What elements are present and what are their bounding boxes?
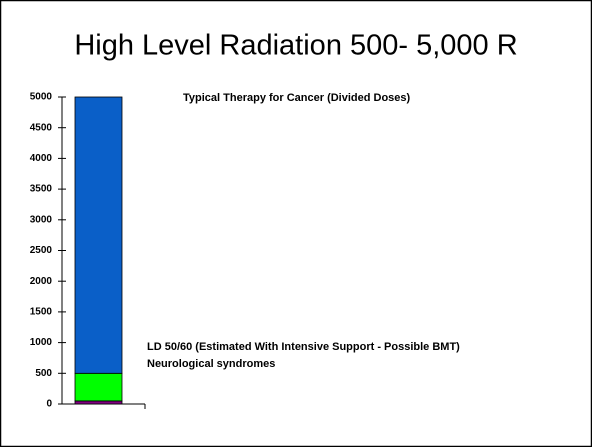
y-tick-label: 4000 (30, 153, 53, 164)
y-tick-label: 2500 (30, 245, 53, 256)
y-tick-label: 5000 (30, 92, 53, 103)
y-tick-label: 500 (35, 368, 52, 379)
bar-segment (74, 96, 123, 374)
annotation: Neurological syndromes (147, 358, 275, 370)
bar-segment (74, 400, 123, 405)
y-tick-label: 0 (46, 399, 52, 410)
chart-title: High Level Radiation 500- 5,000 R (74, 30, 517, 62)
y-tick-label: 2000 (30, 276, 53, 287)
annotation: Typical Therapy for Cancer (Divided Dose… (183, 92, 411, 104)
y-tick-label: 1500 (30, 307, 53, 318)
bar-segment (74, 372, 123, 402)
annotation: LD 50/60 (Estimated With Intensive Suppo… (147, 341, 460, 353)
y-tick-label: 3000 (30, 214, 53, 225)
y-tick-label: 4500 (30, 122, 53, 133)
y-tick-label: 3500 (30, 184, 53, 195)
y-tick-label: 1000 (30, 337, 53, 348)
